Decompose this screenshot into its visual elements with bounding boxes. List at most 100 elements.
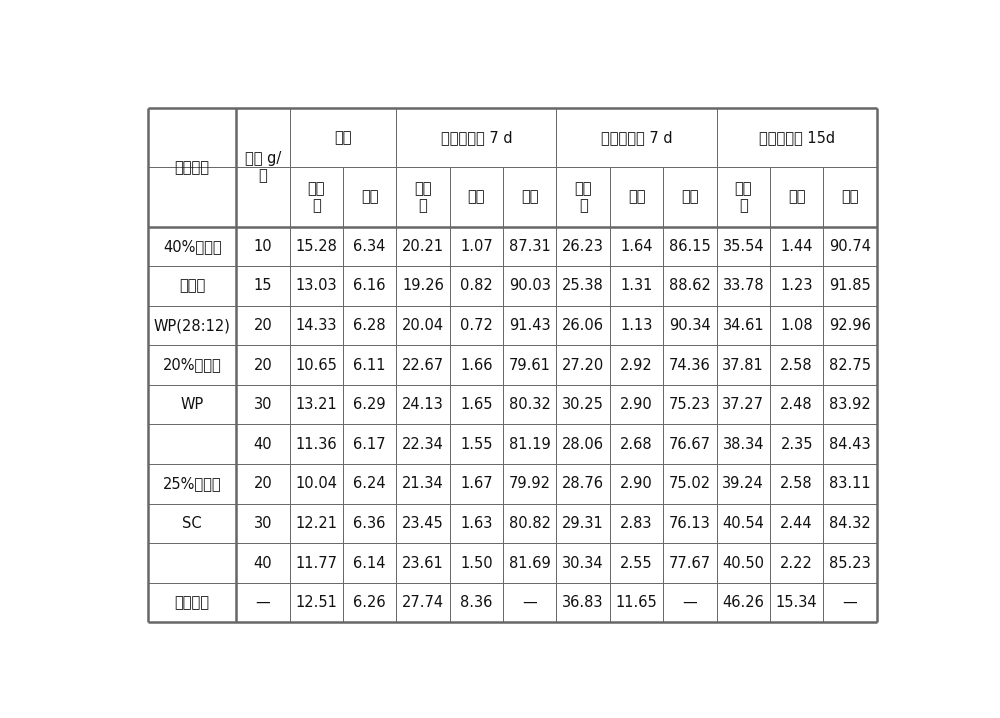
Text: 2.90: 2.90 (620, 397, 653, 412)
Text: 33.78: 33.78 (722, 279, 764, 294)
Text: 28.76: 28.76 (562, 476, 604, 491)
Text: 病指: 病指 (468, 190, 485, 205)
Text: 86.15: 86.15 (669, 239, 711, 254)
Text: 79.92: 79.92 (509, 476, 551, 491)
Text: 14.33: 14.33 (295, 318, 337, 333)
Text: 20%唑菌酯: 20%唑菌酯 (163, 358, 222, 373)
Text: 37.27: 37.27 (722, 397, 764, 412)
Text: 40: 40 (254, 556, 272, 571)
Text: 2.44: 2.44 (780, 516, 813, 531)
Text: 26.23: 26.23 (562, 239, 604, 254)
Text: 35.54: 35.54 (722, 239, 764, 254)
Text: 11.36: 11.36 (295, 437, 337, 452)
Text: 20: 20 (253, 358, 272, 373)
Text: 83.11: 83.11 (829, 476, 871, 491)
Text: 病指: 病指 (788, 190, 805, 205)
Text: —: — (843, 595, 857, 610)
Text: 2.58: 2.58 (780, 476, 813, 491)
Text: 91.85: 91.85 (829, 279, 871, 294)
Text: 90.74: 90.74 (829, 239, 871, 254)
Text: 1.08: 1.08 (780, 318, 813, 333)
Text: WP: WP (181, 397, 204, 412)
Text: —: — (522, 595, 537, 610)
Text: 90.03: 90.03 (509, 279, 551, 294)
Text: 84.32: 84.32 (829, 516, 871, 531)
Text: 30: 30 (254, 397, 272, 412)
Text: 防效: 防效 (521, 190, 539, 205)
Text: 76.67: 76.67 (669, 437, 711, 452)
Text: 80.32: 80.32 (509, 397, 551, 412)
Text: 25.38: 25.38 (562, 279, 604, 294)
Text: 6.16: 6.16 (353, 279, 386, 294)
Text: 6.29: 6.29 (353, 397, 386, 412)
Text: SC: SC (182, 516, 202, 531)
Text: 24.13: 24.13 (402, 397, 444, 412)
Text: 病指: 病指 (628, 190, 645, 205)
Text: 6.17: 6.17 (353, 437, 386, 452)
Text: 1.13: 1.13 (620, 318, 653, 333)
Text: 88.62: 88.62 (669, 279, 711, 294)
Text: 11.65: 11.65 (616, 595, 657, 610)
Text: 25%肟菌酯: 25%肟菌酯 (163, 476, 222, 491)
Text: 20: 20 (253, 318, 272, 333)
Text: 79.61: 79.61 (509, 358, 551, 373)
Text: 36.83: 36.83 (562, 595, 604, 610)
Text: 第二次药后 7 d: 第二次药后 7 d (601, 131, 672, 145)
Text: 75.23: 75.23 (669, 397, 711, 412)
Text: 92.96: 92.96 (829, 318, 871, 333)
Text: 0.82: 0.82 (460, 279, 493, 294)
Text: 1.50: 1.50 (460, 556, 493, 571)
Text: 75.02: 75.02 (669, 476, 711, 491)
Text: 病叶
率: 病叶 率 (414, 181, 432, 213)
Text: 1.67: 1.67 (460, 476, 493, 491)
Text: 8.36: 8.36 (460, 595, 493, 610)
Text: 84.43: 84.43 (829, 437, 871, 452)
Text: 2.55: 2.55 (620, 556, 653, 571)
Text: 38.34: 38.34 (723, 437, 764, 452)
Text: 11.77: 11.77 (295, 556, 337, 571)
Text: 病叶
率: 病叶 率 (307, 181, 325, 213)
Text: 85.23: 85.23 (829, 556, 871, 571)
Text: 30.25: 30.25 (562, 397, 604, 412)
Text: 2.48: 2.48 (780, 397, 813, 412)
Text: 26.06: 26.06 (562, 318, 604, 333)
Text: 30.34: 30.34 (562, 556, 604, 571)
Text: 药剂处理: 药剂处理 (175, 160, 210, 175)
Text: 90.34: 90.34 (669, 318, 711, 333)
Text: 80.82: 80.82 (509, 516, 551, 531)
Text: —: — (255, 595, 270, 610)
Text: 34.61: 34.61 (722, 318, 764, 333)
Text: 27.20: 27.20 (562, 358, 604, 373)
Text: 防效: 防效 (841, 190, 859, 205)
Text: 1.23: 1.23 (780, 279, 813, 294)
Text: 20.21: 20.21 (402, 239, 444, 254)
Text: 6.11: 6.11 (353, 358, 386, 373)
Text: 23.61: 23.61 (402, 556, 444, 571)
Text: 15.28: 15.28 (295, 239, 337, 254)
Text: 76.13: 76.13 (669, 516, 711, 531)
Text: 13.03: 13.03 (295, 279, 337, 294)
Text: 1.66: 1.66 (460, 358, 493, 373)
Text: 20: 20 (253, 476, 272, 491)
Text: 2.35: 2.35 (780, 437, 813, 452)
Text: 37.81: 37.81 (722, 358, 764, 373)
Text: 28.06: 28.06 (562, 437, 604, 452)
Text: 77.67: 77.67 (669, 556, 711, 571)
Text: 1.31: 1.31 (620, 279, 653, 294)
Text: 肟菌酯: 肟菌酯 (179, 279, 205, 294)
Text: 2.68: 2.68 (620, 437, 653, 452)
Text: 第二次药后 15d: 第二次药后 15d (759, 131, 835, 145)
Text: 10.04: 10.04 (295, 476, 337, 491)
Text: 2.90: 2.90 (620, 476, 653, 491)
Text: 10.65: 10.65 (295, 358, 337, 373)
Text: 40: 40 (254, 437, 272, 452)
Text: 2.22: 2.22 (780, 556, 813, 571)
Text: 2.92: 2.92 (620, 358, 653, 373)
Text: 19.26: 19.26 (402, 279, 444, 294)
Text: 30: 30 (254, 516, 272, 531)
Text: 6.36: 6.36 (353, 516, 386, 531)
Text: 74.36: 74.36 (669, 358, 711, 373)
Text: 46.26: 46.26 (722, 595, 764, 610)
Text: 20.04: 20.04 (402, 318, 444, 333)
Text: 药前: 药前 (334, 131, 352, 145)
